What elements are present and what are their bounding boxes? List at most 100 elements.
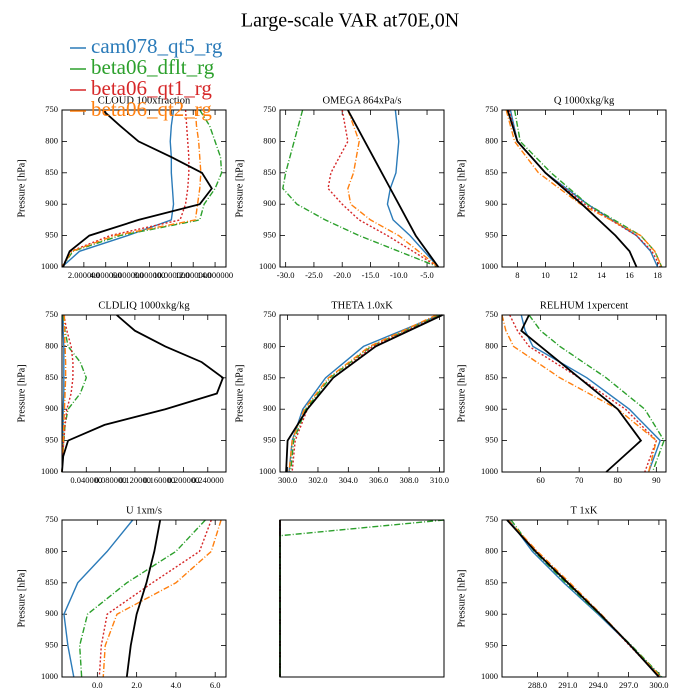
series-line xyxy=(61,314,225,473)
series-line xyxy=(279,519,445,677)
y-tick-label: 750 xyxy=(485,104,498,114)
x-tick-label: 18 xyxy=(653,270,662,280)
panel-title: U 1xm/s xyxy=(126,505,162,516)
series-line xyxy=(102,519,222,678)
x-tick-label: 2.000000 xyxy=(68,270,100,280)
series-line xyxy=(347,109,439,268)
y-tick-label: 950 xyxy=(45,640,58,650)
series-line xyxy=(288,314,437,473)
series-line xyxy=(509,109,659,268)
series-line xyxy=(78,519,206,678)
y-tick-label: 750 xyxy=(45,514,58,524)
series-line xyxy=(61,109,223,268)
y-tick-label: 900 xyxy=(485,198,498,208)
y-tick-label: 800 xyxy=(263,340,276,350)
y-tick-label: 1000 xyxy=(481,671,498,681)
x-tick-label: 300.0 xyxy=(649,680,668,690)
y-tick-label: 950 xyxy=(263,435,276,445)
y-tick-label: 750 xyxy=(485,309,498,319)
panel: Q 1000xkg/kg Pressure [hPa] 750 800 850 900 95… xyxy=(456,95,667,280)
x-tick-label: -25.0 xyxy=(305,270,323,280)
y-tick-label: 900 xyxy=(263,198,276,208)
y-tick-label: 750 xyxy=(485,514,498,524)
y-tick-label: 900 xyxy=(45,608,58,618)
series-line xyxy=(61,314,74,473)
series-line xyxy=(501,314,658,473)
series-line xyxy=(327,109,439,268)
plot-frame xyxy=(61,519,227,678)
y-tick-label: 950 xyxy=(45,435,58,445)
plot-frame xyxy=(279,109,445,268)
y-tick-label: 750 xyxy=(45,104,58,114)
y-tick-label: 750 xyxy=(45,309,58,319)
x-tick-label: 16 xyxy=(625,270,634,280)
series-line xyxy=(282,109,439,268)
series-line xyxy=(520,314,662,473)
y-axis-label: Pressure [hPa] xyxy=(234,159,245,217)
x-tick-label: 304.0 xyxy=(339,475,358,485)
series-line xyxy=(289,314,440,473)
panel: U 1xm/s Pressure [hPa] 750 800 850 900 950 1000… xyxy=(16,505,227,690)
y-tick-label: 800 xyxy=(45,340,58,350)
figure-title: Large-scale VAR at70E,0N xyxy=(241,10,459,32)
panel-title: CLDLIQ 1000xkg/kg xyxy=(98,300,190,311)
x-tick-label: 4.0 xyxy=(171,680,182,690)
series-line xyxy=(61,109,190,268)
plot-frame xyxy=(501,314,667,473)
y-tick-label: 900 xyxy=(45,198,58,208)
y-axis-label: Pressure [hPa] xyxy=(234,364,245,422)
y-tick-label: 900 xyxy=(485,403,498,413)
y-tick-label: 800 xyxy=(263,135,276,145)
series-line xyxy=(288,314,440,473)
x-tick-label: 294.0 xyxy=(589,680,608,690)
legend-label: cam078_qt5_rg xyxy=(91,34,223,58)
x-tick-label: 8.000000 xyxy=(134,270,166,280)
x-tick-label: 0.080000 xyxy=(95,475,127,485)
x-tick-label: -30.0 xyxy=(277,270,295,280)
series-line xyxy=(61,315,65,473)
panel-title: THETA 1.0xK xyxy=(331,300,393,311)
x-tick-label: 14 xyxy=(597,270,606,280)
series-line xyxy=(63,519,134,678)
y-tick-label: 1000 xyxy=(481,261,498,271)
panel: T 1xK Pressure [hPa] 750 800 850 900 950 1000 28… xyxy=(456,505,668,690)
y-tick-label: 1000 xyxy=(259,261,276,271)
y-tick-label: 850 xyxy=(45,577,58,587)
series-line xyxy=(520,314,643,473)
y-tick-label: 750 xyxy=(263,104,276,114)
legend-label: beta06_dflt_rg xyxy=(91,55,215,79)
panel: RELHUM 1xpercent Pressure [hPa] 750 800 850 9… xyxy=(456,300,667,485)
x-tick-label: 12.000000 xyxy=(175,270,211,280)
x-tick-label: 0.240000 xyxy=(192,475,224,485)
plot-frame xyxy=(279,314,445,473)
panel-title: RELHUM 1xpercent xyxy=(540,300,628,311)
y-axis-label: Pressure [hPa] xyxy=(16,159,27,217)
x-tick-label: 6.000000 xyxy=(112,270,144,280)
plot-frame xyxy=(61,314,227,473)
x-tick-label: 288.0 xyxy=(528,680,547,690)
panel-title: Q 1000xkg/kg xyxy=(554,95,615,106)
series-line xyxy=(61,315,67,473)
y-axis-label: Pressure [hPa] xyxy=(456,569,467,627)
x-tick-label: 308.0 xyxy=(400,475,419,485)
y-tick-label: 900 xyxy=(45,403,58,413)
series-line xyxy=(285,314,443,473)
series-line xyxy=(505,109,663,268)
x-tick-label: 0.0 xyxy=(92,680,103,690)
y-axis-label: Pressure [hPa] xyxy=(456,364,467,422)
panel-title: CLOUD 100xfraction xyxy=(98,95,191,106)
y-tick-label: 800 xyxy=(45,545,58,555)
x-tick-label: 70 xyxy=(575,475,584,485)
y-tick-label: 800 xyxy=(45,135,58,145)
panel: THETA 1.0xK Pressure [hPa] 750 800 850 900 950… xyxy=(234,300,449,485)
x-tick-label: 0.160000 xyxy=(143,475,175,485)
series-line xyxy=(386,109,439,268)
y-tick-label: 900 xyxy=(263,403,276,413)
series-line xyxy=(513,109,663,268)
x-tick-label: 0.040000 xyxy=(70,475,102,485)
y-tick-label: 1000 xyxy=(481,466,498,476)
x-tick-label: 10 xyxy=(541,270,550,280)
series-line xyxy=(61,109,202,268)
y-tick-label: 850 xyxy=(45,372,58,382)
y-tick-label: 850 xyxy=(45,167,58,177)
